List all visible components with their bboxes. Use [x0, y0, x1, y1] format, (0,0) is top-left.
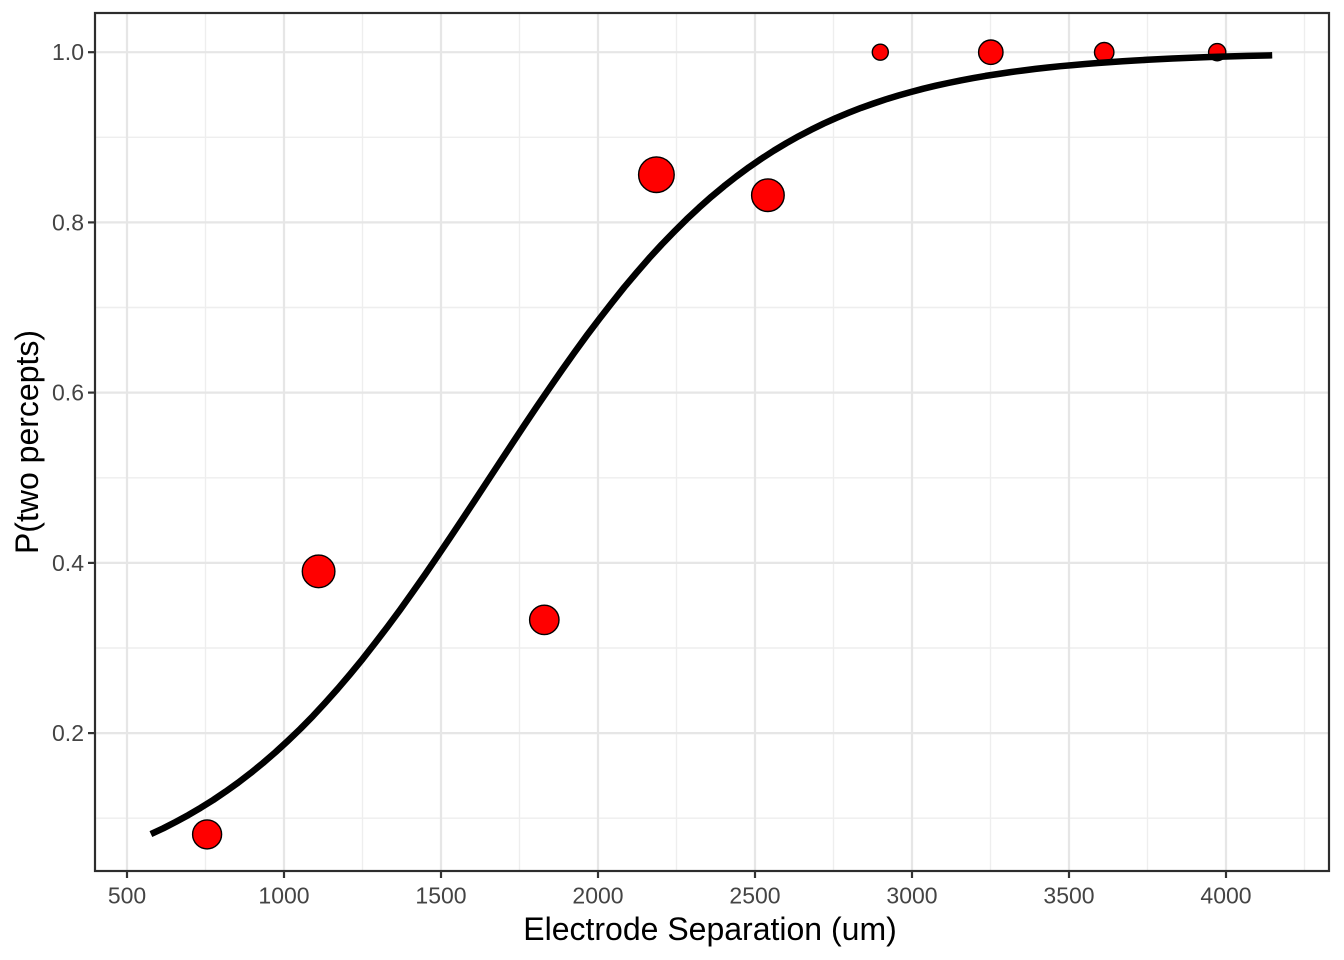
minor-gridlines: [95, 13, 1329, 871]
y-tick-label: 0.4: [52, 550, 84, 576]
x-axis-title: Electrode Separation (um): [523, 911, 897, 947]
y-tick-label: 0.8: [52, 209, 84, 235]
x-tick-label: 4000: [1200, 883, 1251, 909]
x-tick-label: 500: [108, 883, 146, 909]
data-point: [977, 39, 1004, 66]
x-tick-label: 2500: [729, 883, 780, 909]
fit-curve-layer: [149, 52, 1273, 838]
fit-curve: [149, 52, 1273, 838]
axis-tick-marks: [88, 51, 1228, 878]
data-points-layer: [191, 39, 1227, 850]
major-gridlines: [95, 13, 1329, 871]
y-tick-label: 0.2: [52, 720, 84, 746]
data-point: [637, 156, 675, 194]
y-tick-label: 0.6: [52, 380, 84, 406]
data-point: [871, 43, 889, 61]
data-point: [528, 604, 560, 636]
plot-panel: [95, 13, 1329, 871]
panel-border: [93, 11, 1331, 873]
data-point: [301, 554, 336, 589]
x-tick-label: 2000: [572, 883, 623, 909]
axis-tick-labels: 500 1000 1500 2000 2500 3000 3500 4000 0.2 0.4 0.6…: [52, 39, 1252, 908]
x-tick-label: 3000: [886, 883, 937, 909]
x-tick-label: 3500: [1043, 883, 1094, 909]
data-point: [750, 178, 785, 213]
x-tick-label: 1500: [415, 883, 466, 909]
data-point: [191, 819, 223, 850]
y-axis-title: P(two percepts): [9, 330, 45, 554]
x-tick-label: 1000: [258, 883, 309, 909]
y-tick-label: 1.0: [52, 39, 84, 65]
